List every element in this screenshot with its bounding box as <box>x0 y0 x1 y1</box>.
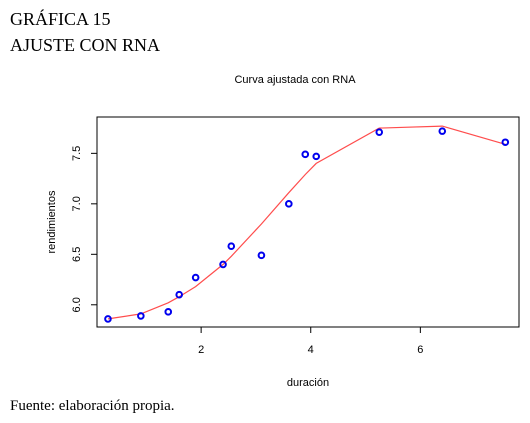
data-point <box>191 273 200 282</box>
x-axis: 2 4 6 <box>198 327 423 356</box>
x-axis-label: duración <box>287 377 329 389</box>
data-point <box>501 138 510 147</box>
data-point <box>104 315 112 323</box>
y-axis-label: rendimientos <box>46 190 58 253</box>
plot-frame <box>96 116 520 328</box>
y-tick-label: 7.5 <box>71 146 83 161</box>
data-point <box>301 150 310 159</box>
figure-label: GRÁFICA 15 <box>10 9 111 29</box>
data-point <box>285 200 293 208</box>
data-point <box>175 290 184 299</box>
source-note: Fuente: elaboración propia. <box>10 398 175 414</box>
data-point <box>227 242 236 251</box>
fitted-curve <box>107 125 506 320</box>
x-tick-label: 2 <box>198 344 204 356</box>
data-point <box>257 251 266 260</box>
y-tick-label: 6.0 <box>71 297 83 312</box>
data-point <box>164 308 173 316</box>
x-tick-label: 4 <box>308 344 314 356</box>
y-tick-label: 6.5 <box>71 247 83 262</box>
y-axis: 6.0 6.5 7.0 7.5 <box>71 146 97 312</box>
data-point <box>438 127 447 135</box>
y-tick-label: 7.0 <box>71 196 83 211</box>
figure-title: AJUSTE CON RNA <box>10 35 161 55</box>
observed-points <box>104 127 510 323</box>
x-tick-label: 6 <box>417 344 423 356</box>
chart-title: Curva ajustada con RNA <box>234 74 356 86</box>
data-point <box>375 128 384 136</box>
data-point <box>137 312 145 320</box>
data-point <box>219 260 227 269</box>
data-point <box>312 152 321 161</box>
